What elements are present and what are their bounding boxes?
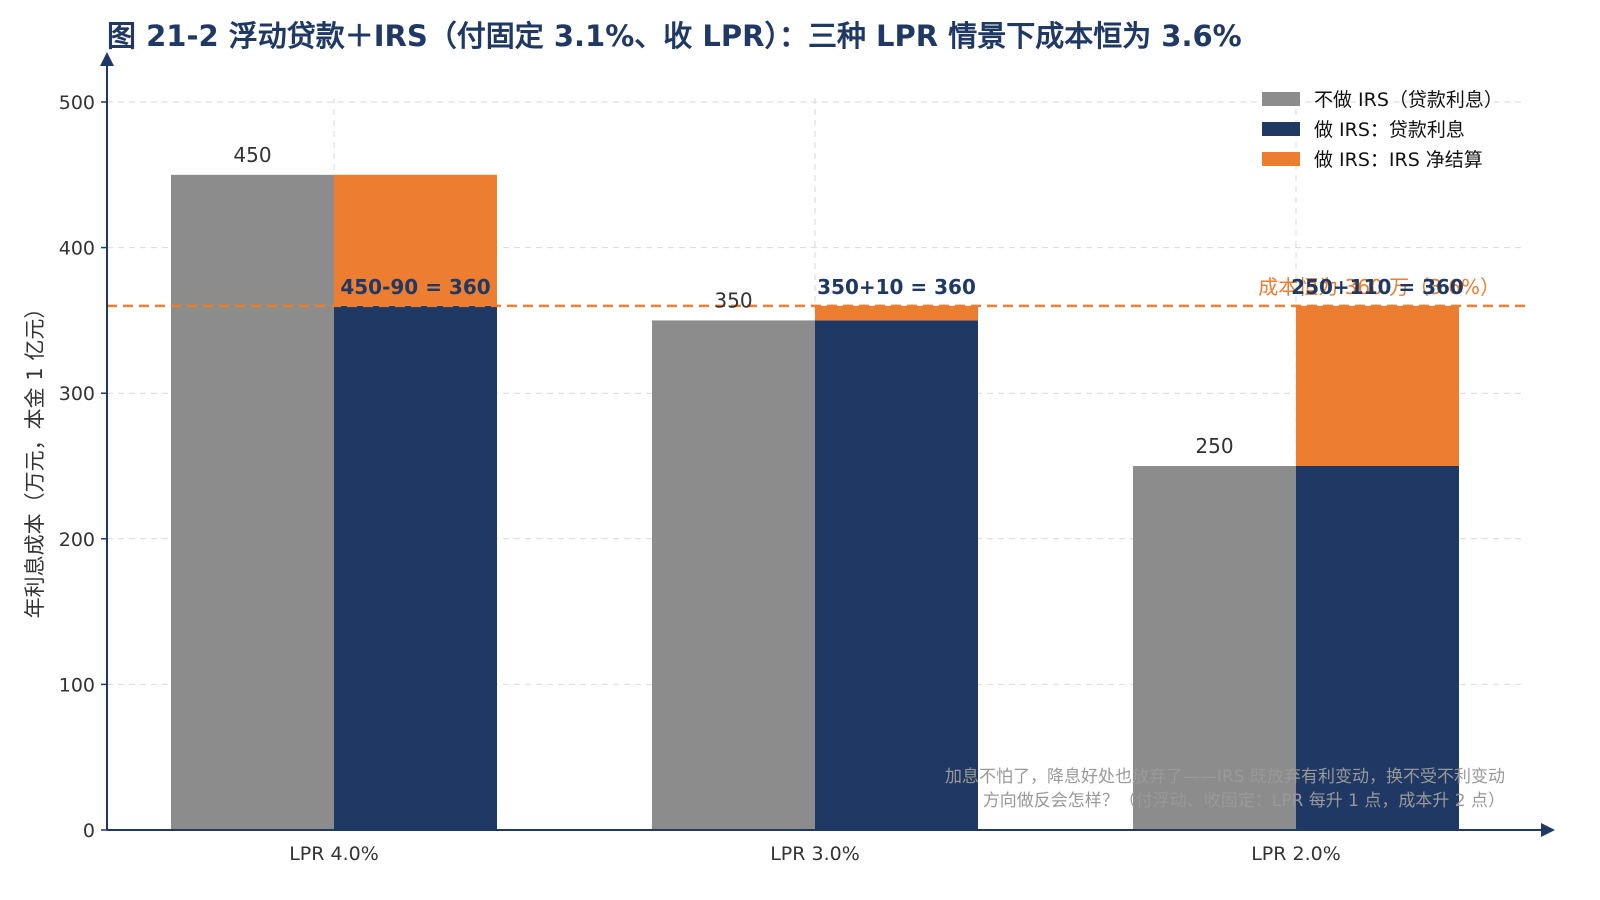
y-tick-label: 400 [59, 238, 95, 260]
bar-no-irs [171, 174, 334, 831]
legend-swatch [1262, 152, 1300, 166]
reference-line-group: 成本恒为 360 万（3.6%） [107, 275, 1525, 308]
data-labels: 450 450-90 = 360 350 350+10 = 360 250 250+110… [233, 143, 1463, 458]
chart-title: 图 21-2 浮动贷款＋IRS（付固定 3.1%、收 LPR）：三种 LPR 情… [107, 19, 1242, 53]
y-axis-arrow [100, 52, 114, 66]
x-axis-arrow [1541, 823, 1555, 837]
legend-label: 做 IRS：IRS 净结算 [1314, 149, 1483, 171]
bar-irs-loan-interest [815, 320, 978, 830]
x-tick-label: LPR 4.0% [289, 843, 379, 865]
value-label: 450 [233, 143, 271, 167]
y-axis-label: 年利息成本（万元，本金 1 亿元） [23, 298, 47, 619]
y-tick-label: 500 [59, 92, 95, 114]
axes: 0 100 200 300 400 500 LPR 4.0% LPR 3.0% LPR 2.0% [59, 52, 1555, 865]
reference-line-label: 成本恒为 360 万（3.6%） [1258, 275, 1500, 299]
annotation-note: 加息不怕了，降息好处也放弃了——IRS 既放弃有利变动，换不受不利变动方向做反会… [945, 767, 1505, 811]
note-line: 加息不怕了，降息好处也放弃了——IRS 既放弃有利变动，换不受不利变动 [945, 767, 1505, 787]
y-tick-label: 200 [59, 529, 95, 551]
bar-irs-loan-interest [334, 305, 497, 831]
legend-swatch [1262, 122, 1300, 136]
bar-irs-net-settlement [815, 305, 978, 321]
y-tick-label: 100 [59, 674, 95, 696]
bar-no-irs [1133, 466, 1296, 830]
x-tick-label: LPR 2.0% [1251, 843, 1341, 865]
bar-irs-loan-interest [1296, 466, 1459, 830]
y-tick-label: 300 [59, 383, 95, 405]
calc-label: 350+10 = 360 [817, 275, 976, 299]
y-tick-label: 0 [83, 820, 95, 842]
bar-irs-net-settlement [334, 174, 497, 306]
x-tick-label: LPR 3.0% [770, 843, 860, 865]
note-line: 方向做反会怎样？（付浮动、收固定：LPR 每升 1 点，成本升 2 点） [983, 791, 1505, 811]
bar-irs-net-settlement [1296, 305, 1459, 466]
value-label: 350 [714, 288, 752, 312]
calc-label: 250+110 = 360 [1291, 275, 1464, 299]
bar-no-irs [652, 320, 815, 830]
legend-label: 做 IRS：贷款利息 [1314, 119, 1465, 141]
legend-label: 不做 IRS（贷款利息） [1314, 89, 1503, 111]
legend-swatch [1262, 92, 1300, 106]
value-label: 250 [1195, 434, 1233, 458]
bars [171, 174, 1459, 831]
calc-label: 450-90 = 360 [340, 275, 490, 299]
